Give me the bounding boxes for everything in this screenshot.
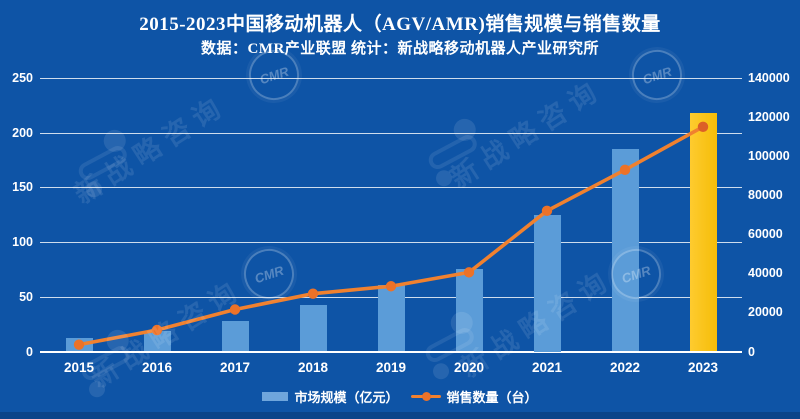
bar-2021 xyxy=(533,214,561,352)
cmr-seal-label: CMR xyxy=(640,63,674,87)
watermark-brand-text: 新战略咨询 xyxy=(69,89,233,210)
right-axis-tick-140000: 140000 xyxy=(748,71,790,85)
gridline-250 xyxy=(40,78,742,79)
x-axis-label-2017: 2017 xyxy=(219,360,251,375)
right-axis-tick-60000: 60000 xyxy=(748,227,783,242)
right-axis-tick-0: 0 xyxy=(748,344,755,359)
x-axis-label-2016: 2016 xyxy=(141,360,173,375)
legend-item-sales-volume: 销售数量（台） xyxy=(410,387,538,406)
bar-2015 xyxy=(65,338,93,352)
line-series-swatch xyxy=(410,391,441,401)
right-axis-tick-120000: 120000 xyxy=(748,110,790,125)
cmr-seal-label: CMR xyxy=(257,63,291,87)
legend-item-market-scale: 市场规模（亿元） xyxy=(262,387,399,406)
left-axis-tick-50: 50 xyxy=(19,289,33,304)
right-axis-tick-80000: 80000 xyxy=(748,188,783,203)
bar-2019 xyxy=(377,284,405,352)
brand-logo-watermark xyxy=(415,114,496,190)
left-axis-tick-250: 250 xyxy=(12,71,33,85)
right-axis-tick-100000: 100000 xyxy=(748,149,790,164)
x-axis-label-2018: 2018 xyxy=(297,360,329,375)
x-axis-line xyxy=(40,350,742,353)
x-axis-label-2019: 2019 xyxy=(375,360,407,375)
x-axis-label-2022: 2022 xyxy=(609,360,641,375)
brand-logo-watermark xyxy=(65,125,146,201)
legend-label: 销售数量（台） xyxy=(446,389,538,405)
left-axis-tick-0: 0 xyxy=(26,344,33,359)
x-axis-label-2015: 2015 xyxy=(63,360,95,375)
left-axis-tick-200: 200 xyxy=(12,125,33,140)
x-axis-label-2023: 2023 xyxy=(687,360,719,375)
data-point-2017 xyxy=(229,304,241,315)
right-axis-tick-20000: 20000 xyxy=(748,305,783,320)
bar-2023 xyxy=(689,113,717,352)
left-axis-tick-100: 100 xyxy=(12,235,33,250)
chart-title: 2015-2023中国移动机器人（AGV/AMR)销售规模与销售数量 xyxy=(139,14,661,35)
bar-2018 xyxy=(299,305,327,352)
bar-2017 xyxy=(221,320,249,352)
bar-series-swatch xyxy=(262,391,289,401)
right-axis-tick-40000: 40000 xyxy=(748,266,783,281)
legend: 市场规模（亿元） 销售数量（台） xyxy=(0,387,800,406)
bar-2016 xyxy=(143,330,171,352)
bar-2022 xyxy=(611,149,639,352)
left-axis-tick-150: 150 xyxy=(12,180,33,195)
legend-label: 市场规模（亿元） xyxy=(294,389,399,405)
x-axis-label-2021: 2021 xyxy=(531,360,563,375)
x-axis-label-2020: 2020 xyxy=(453,360,485,375)
watermark-brand-text: 新战略咨询 xyxy=(445,73,609,194)
cmr-seal-label: CMR xyxy=(252,262,286,286)
bottom-edge-shade xyxy=(0,412,800,419)
chart-subtitle: 数据：CMR产业联盟 统计：新战略移动机器人产业研究所 xyxy=(200,41,600,57)
bar-2020 xyxy=(455,269,483,352)
gridline-200 xyxy=(40,132,742,134)
